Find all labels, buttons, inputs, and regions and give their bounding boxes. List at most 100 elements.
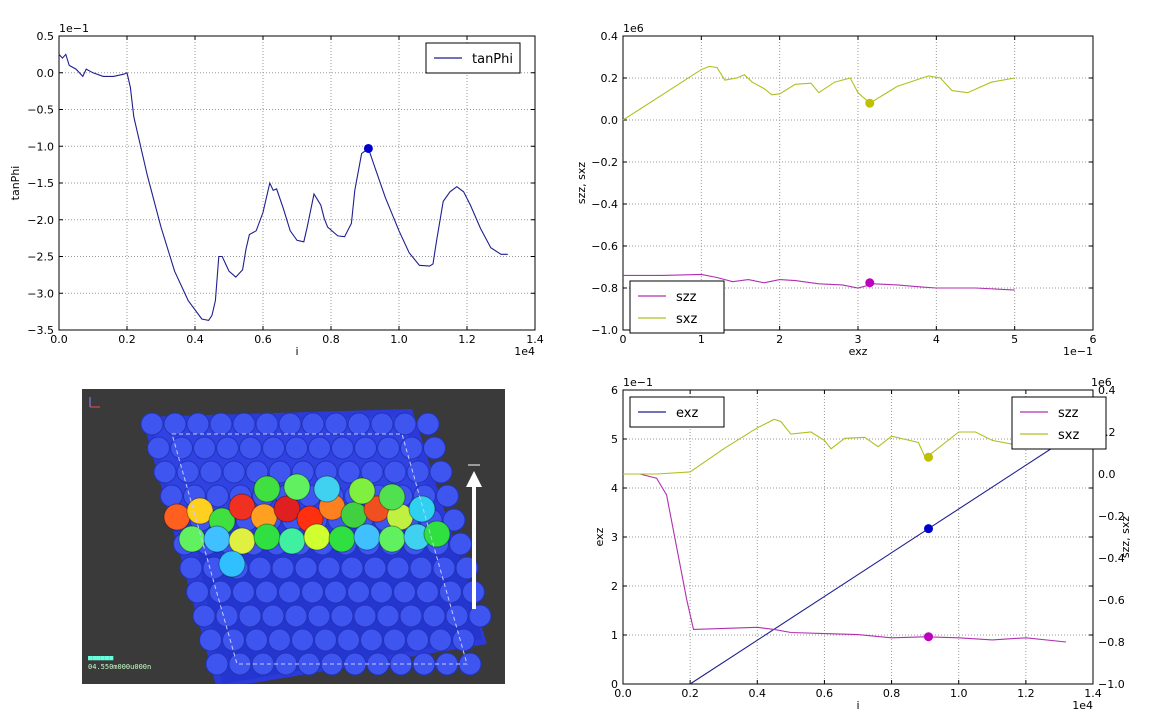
blue-particle bbox=[262, 436, 285, 460]
tanphi-plot-x-multiplier: 1e4 bbox=[514, 345, 535, 358]
particle-render-view: ■■■■■■ 04.550m000u000n bbox=[82, 389, 505, 684]
stress-plot-legend-label-szz: szz bbox=[676, 290, 697, 305]
history-plot-x-multiplier: 1e4 bbox=[1072, 699, 1093, 712]
blue-particle bbox=[422, 604, 446, 628]
stress-plot-ytick-label: −0.8 bbox=[591, 282, 618, 295]
blue-particle bbox=[423, 436, 446, 460]
blue-particle bbox=[468, 604, 492, 628]
tanphi-plot-ytick-label: −0.5 bbox=[27, 104, 54, 117]
blue-particle bbox=[153, 460, 177, 484]
stress-plot-ytick-label: −0.4 bbox=[591, 198, 618, 211]
blue-particle bbox=[409, 556, 433, 580]
stress-plot-xlabel: exz bbox=[849, 345, 868, 358]
blue-particle bbox=[337, 628, 360, 652]
shear-band-particle bbox=[163, 503, 191, 531]
blue-particle bbox=[216, 436, 239, 460]
history-plot-ytick-label: 1 bbox=[611, 629, 618, 642]
tanphi-plot-xtick-label: 0.4 bbox=[186, 333, 204, 346]
stress-plot-marker-sxz bbox=[865, 98, 875, 108]
blue-particle bbox=[442, 508, 466, 532]
blue-particle bbox=[199, 460, 223, 484]
blue-particle bbox=[366, 652, 390, 676]
blue-particle bbox=[163, 412, 187, 436]
periodic-cell-outline bbox=[171, 433, 468, 665]
tanphi-plot-series-tanPhi bbox=[58, 53, 508, 322]
render-status-text: ■■■■■■ 04.550m000u000n bbox=[88, 654, 152, 671]
tanphi-plot-ytick-label: 0.5 bbox=[37, 30, 55, 43]
blue-particle bbox=[307, 604, 331, 628]
history-plot-xlabel: i bbox=[856, 699, 859, 712]
blue-particle bbox=[337, 460, 361, 484]
tanphi-plot-xtick-label: 1.0 bbox=[390, 333, 408, 346]
shear-band-particle bbox=[408, 495, 436, 523]
blue-particle bbox=[330, 604, 354, 628]
history-plot-ytick-label: 2 bbox=[611, 580, 618, 593]
history-plot-legend-label-szz: szz bbox=[1058, 406, 1079, 421]
shear-band-particle bbox=[283, 473, 311, 501]
history-plot-ytick-label: 0 bbox=[611, 678, 618, 691]
blue-particle bbox=[248, 556, 272, 580]
tanphi-plot-marker-tanPhi bbox=[363, 143, 373, 153]
blue-particle bbox=[452, 628, 475, 652]
history-plot-y2label: szz, sxz bbox=[1119, 516, 1132, 559]
blue-particle bbox=[445, 604, 469, 628]
blue-particle bbox=[179, 556, 203, 580]
blue-particle bbox=[429, 628, 452, 652]
history-plot-series-exz bbox=[689, 438, 1067, 685]
shear-band-particle bbox=[313, 475, 341, 503]
blue-particle bbox=[314, 628, 337, 652]
history-plot-xtick-label: 1.4 bbox=[1084, 687, 1102, 700]
tanphi-plot-ytick-label: −2.0 bbox=[27, 214, 54, 227]
blue-particle bbox=[245, 628, 268, 652]
history-plot-y2tick-label: −0.6 bbox=[1098, 594, 1125, 607]
stress-plot-xtick-label: 3 bbox=[855, 333, 862, 346]
blue-particle bbox=[291, 628, 314, 652]
blue-particle bbox=[429, 460, 453, 484]
shear-band-particle bbox=[378, 483, 406, 511]
blue-particle bbox=[383, 628, 406, 652]
tanphi-plot-ytick-label: −3.5 bbox=[27, 324, 54, 337]
stress-plot-legend bbox=[629, 280, 725, 334]
stress-plot-ytick-label: 0.4 bbox=[601, 30, 619, 43]
tanphi-plot-ytick-label: −3.0 bbox=[27, 287, 54, 300]
shear-band-particle bbox=[303, 523, 331, 551]
render-status-line: 04.550m000u000n bbox=[88, 663, 152, 671]
blue-particle bbox=[176, 460, 200, 484]
blue-particle bbox=[393, 580, 416, 604]
blue-particle bbox=[340, 556, 364, 580]
blue-particle bbox=[170, 436, 193, 460]
blue-particle bbox=[360, 628, 383, 652]
history-plot-marker-exz bbox=[924, 524, 933, 534]
history-plot-y2tick-label: 0.0 bbox=[1098, 468, 1116, 481]
shear-band-particle bbox=[186, 497, 214, 525]
blue-particle bbox=[222, 460, 246, 484]
stress-plot-xtick-label: 0 bbox=[620, 333, 627, 346]
blue-particle bbox=[301, 412, 325, 436]
shear-band-particle bbox=[253, 475, 281, 503]
blue-particle bbox=[278, 412, 302, 436]
stress-plot-ytick-label: 0.0 bbox=[601, 114, 619, 127]
history-plot-marker-sxz bbox=[924, 452, 933, 462]
stress-plot-ylabel: szz, sxz bbox=[575, 162, 588, 205]
blue-particle bbox=[284, 604, 308, 628]
stress-plot-xtick-label: 4 bbox=[933, 333, 940, 346]
blue-particle bbox=[331, 436, 354, 460]
blue-particle bbox=[238, 604, 262, 628]
blue-particle bbox=[324, 412, 348, 436]
shear-band-particle bbox=[228, 493, 256, 521]
blue-particle bbox=[432, 556, 456, 580]
particle-simulation-image bbox=[89, 397, 492, 684]
tanphi-plot-xtick-label: 0.2 bbox=[118, 333, 136, 346]
history-plot-series-szz bbox=[623, 473, 1067, 643]
tanphi-plot-xlabel: i bbox=[295, 345, 298, 358]
blue-particle bbox=[268, 628, 291, 652]
history-plot-marker-szz bbox=[924, 632, 933, 642]
blue-particle bbox=[278, 580, 301, 604]
tanphi-plot-ytick-label: −1.5 bbox=[27, 177, 54, 190]
history-plot-xtick-label: 0.0 bbox=[614, 687, 632, 700]
shear-band-particle bbox=[273, 495, 301, 523]
stress-plot-ytick-label: −0.6 bbox=[591, 240, 618, 253]
blue-particle bbox=[205, 652, 229, 676]
blue-particle bbox=[377, 436, 400, 460]
blue-particle bbox=[393, 412, 417, 436]
